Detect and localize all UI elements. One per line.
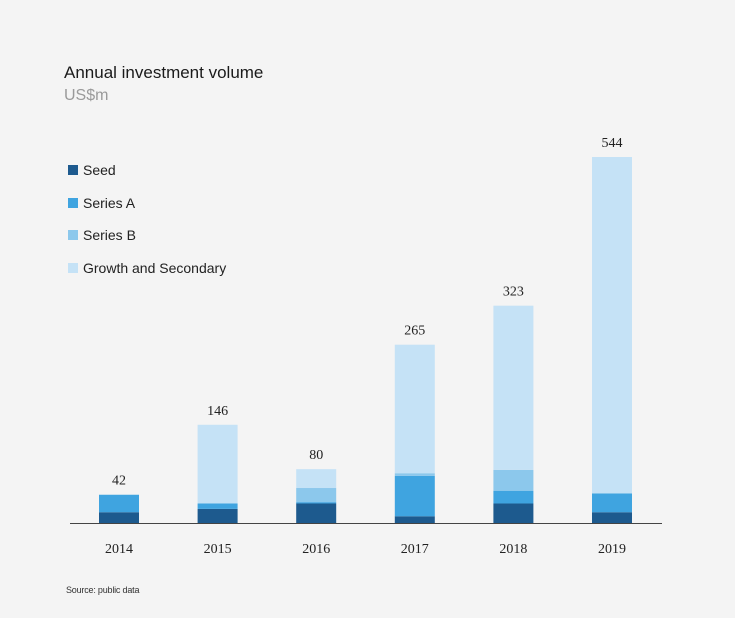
bar-2018-seed <box>493 503 534 523</box>
chart-subtitle: US$m <box>64 87 109 104</box>
bar-2018-series-a <box>493 490 534 504</box>
bar-2015-seed <box>197 508 238 523</box>
x-tick-label-2018: 2018 <box>499 542 527 557</box>
x-tick-label-2016: 2016 <box>302 542 330 557</box>
source-note: Source: public data <box>66 585 140 595</box>
chart-legend: Seed Series A Series B Growth and Second… <box>68 154 226 284</box>
bar-2014-seed <box>99 512 139 523</box>
chart-title: Annual investment volume <box>64 63 264 82</box>
bar-2017-series-a <box>394 475 435 517</box>
x-tick-label-2015: 2015 <box>204 542 232 557</box>
bar-2014-series-a <box>99 494 139 513</box>
legend-label-series-a: Series A <box>83 194 136 211</box>
legend-swatch-series-b <box>68 230 78 241</box>
bar-2017-series-b <box>394 473 435 476</box>
data-label-2016: 80 <box>309 448 323 463</box>
bar-2015-growth <box>197 424 238 504</box>
legend-label-growth: Growth and Secondary <box>83 259 227 276</box>
bar-2016-growth <box>296 469 337 489</box>
x-tick-label-2019: 2019 <box>598 542 626 557</box>
bar-2019-growth <box>592 157 632 494</box>
legend-swatch-series-a <box>68 197 78 208</box>
data-label-2015: 146 <box>207 404 228 419</box>
bar-2016-series-a <box>296 502 337 504</box>
bar-2017-growth <box>394 344 435 474</box>
x-tick-label-2017: 2017 <box>401 542 429 557</box>
data-label-2014: 42 <box>112 474 126 489</box>
bar-2016-seed <box>296 503 337 523</box>
legend-swatch-seed <box>68 165 78 176</box>
bar-2019-seed <box>592 512 632 523</box>
x-tick-label-2014: 2014 <box>105 542 133 557</box>
legend-item-series-a: Series A <box>68 187 226 220</box>
bar-2019-series-a <box>592 493 632 513</box>
bar-2018-series-b <box>493 469 534 491</box>
bar-2015-series-a <box>197 503 238 509</box>
bar-2018-growth <box>493 305 534 470</box>
bar-2017-seed <box>394 516 435 523</box>
data-label-2017: 265 <box>404 324 425 339</box>
legend-item-seed: Seed <box>68 154 226 187</box>
bar-2016-series-b <box>296 488 337 503</box>
legend-item-series-b: Series B <box>68 219 226 252</box>
legend-item-growth: Growth and Secondary <box>68 252 226 285</box>
data-label-2019: 544 <box>602 136 623 151</box>
legend-label-series-b: Series B <box>83 227 136 244</box>
legend-label-seed: Seed <box>83 162 116 179</box>
data-label-2018: 323 <box>503 285 524 300</box>
legend-swatch-growth <box>68 262 78 273</box>
